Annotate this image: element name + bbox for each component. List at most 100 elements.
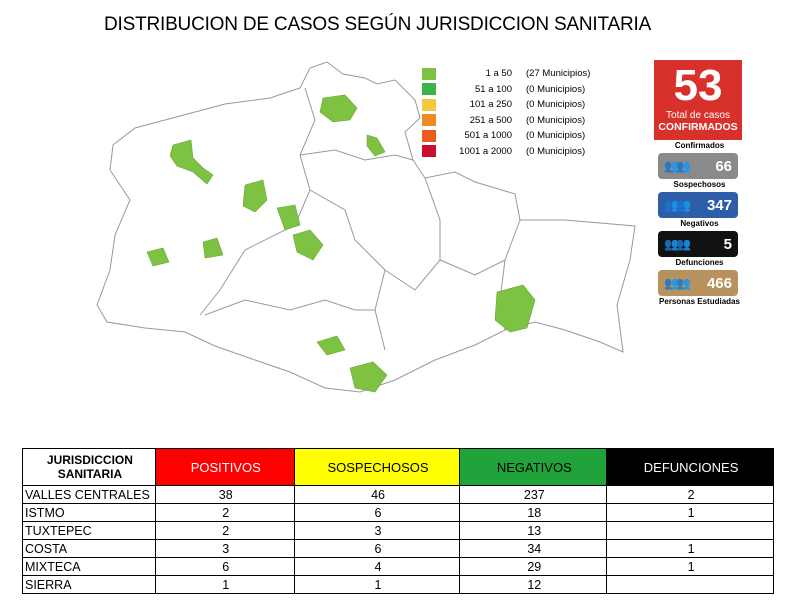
municipio-2	[366, 134, 386, 157]
legend-municipios: (0 Municipios)	[526, 130, 586, 142]
people-icon: 👥👥	[664, 276, 691, 290]
municipio-4	[242, 179, 268, 213]
sospechosos-caption: Sospechosos	[673, 180, 726, 189]
confirmed-total-box: 53 Total de casos CONFIRMADOS	[654, 60, 742, 140]
cell-positivos: 2	[154, 521, 295, 540]
people-icon: 👥👥	[664, 237, 691, 251]
cell-positivos: 2	[154, 503, 295, 522]
confirmed-label: CONFIRMADOS	[658, 121, 738, 133]
legend-municipios: (27 Municipios)	[526, 68, 591, 80]
municipio-9	[494, 284, 536, 333]
legend-municipios: (0 Municipios)	[526, 99, 586, 111]
estudiadas-caption: Personas Estudiadas	[659, 297, 740, 306]
cell-sospechosos: 3	[293, 521, 461, 540]
legend-range: 1 a 50	[485, 68, 512, 80]
municipio-3	[169, 139, 214, 185]
municipio-6	[292, 229, 324, 261]
defunciones-value: 5	[723, 235, 732, 253]
municipio-10	[316, 335, 346, 356]
sospechosos-badge: 👥👥 66	[658, 153, 738, 179]
cell-defunciones: 2	[606, 485, 774, 504]
cell-name: SIERRA	[22, 575, 156, 594]
confirmed-total: 53	[673, 61, 723, 110]
table-header-row: JURISDICCION SANITARIA POSITIVOS SOSPECH…	[22, 448, 774, 486]
legend-item: 1 a 50 (27 Municipios)	[422, 66, 617, 82]
cell-positivos: 38	[154, 485, 295, 504]
sospechosos-value: 66	[715, 157, 732, 175]
cell-defunciones: 1	[606, 503, 774, 522]
negativos-caption: Negativos	[680, 219, 719, 228]
page-title: DISTRIBUCION DE CASOS SEGÚN JURISDICCION…	[104, 14, 652, 35]
legend-swatch	[422, 98, 436, 111]
legend-swatch	[422, 67, 436, 80]
table-row: MIXTECA 6 4 29 1	[22, 557, 774, 576]
people-icon: 👥👥	[664, 198, 691, 212]
map-boundary-6	[439, 259, 506, 276]
estudiadas-value: 466	[706, 274, 732, 292]
cell-sospechosos: 6	[293, 503, 461, 522]
header-positivos: POSITIVOS	[154, 448, 295, 486]
negativos-badge: 👥👥 347	[658, 192, 738, 218]
header-jurisdiccion: JURISDICCION SANITARIA	[22, 448, 156, 486]
legend-item: 1001 a 2000 (0 Municipios)	[422, 144, 617, 160]
cell-name: MIXTECA	[22, 557, 156, 576]
header-sospechosos: SOSPECHOSOS	[293, 448, 461, 486]
municipio-7	[202, 237, 224, 259]
cell-defunciones	[606, 575, 774, 594]
header-defunciones: DEFUNCIONES	[606, 448, 774, 486]
legend-item: 101 a 250 (0 Municipios)	[422, 97, 617, 113]
legend-range: 1001 a 2000	[459, 145, 512, 157]
map-boundary-2	[309, 189, 386, 351]
header-negativos: NEGATIVOS	[459, 448, 608, 486]
legend-swatch	[422, 83, 436, 96]
table-row: VALLES CENTRALES 38 46 237 2	[22, 485, 774, 504]
cell-negativos: 34	[459, 539, 608, 558]
cell-defunciones: 1	[606, 557, 774, 576]
cell-sospechosos: 46	[293, 485, 461, 504]
map-legend: 1 a 50 (27 Municipios) 51 a 100 (0 Munic…	[422, 66, 617, 159]
municipio-5	[276, 204, 301, 231]
map-boundary-1	[199, 87, 316, 316]
cell-name: VALLES CENTRALES	[22, 485, 156, 504]
table-row: TUXTEPEC 2 3 13	[22, 521, 774, 540]
cell-name: TUXTEPEC	[22, 521, 156, 540]
cell-sospechosos: 1	[293, 575, 461, 594]
cell-positivos: 3	[154, 539, 295, 558]
cell-negativos: 13	[459, 521, 608, 540]
defunciones-badge: 👥👥 5	[658, 231, 738, 257]
legend-range: 501 a 1000	[464, 130, 512, 142]
table-row: ISTMO 2 6 18 1	[22, 503, 774, 522]
cell-name: ISTMO	[22, 503, 156, 522]
cell-positivos: 1	[154, 575, 295, 594]
map-boundary-7	[299, 149, 414, 161]
cell-negativos: 237	[459, 485, 608, 504]
defunciones-caption: Defunciones	[675, 258, 724, 267]
municipio-11	[349, 361, 388, 393]
estudiadas-badge: 👥👥 466	[658, 270, 738, 296]
municipio-8	[146, 247, 170, 267]
oaxaca-map	[96, 61, 636, 393]
map-boundary-5	[204, 299, 375, 316]
legend-range: 51 a 100	[475, 83, 512, 95]
summary-panel: 53 Total de casos CONFIRMADOS Confirmado…	[652, 60, 752, 306]
jurisdiction-table: JURISDICCION SANITARIA POSITIVOS SOSPECH…	[22, 448, 774, 594]
municipio-1	[319, 94, 358, 123]
cell-positivos: 6	[154, 557, 295, 576]
legend-item: 501 a 1000 (0 Municipios)	[422, 128, 617, 144]
legend-municipios: (0 Municipios)	[526, 83, 586, 95]
cell-name: COSTA	[22, 539, 156, 558]
legend-item: 251 a 500 (0 Municipios)	[422, 113, 617, 129]
legend-swatch	[422, 114, 436, 127]
table-row: COSTA 3 6 34 1	[22, 539, 774, 558]
legend-range: 101 a 250	[469, 99, 512, 111]
people-icon: 👥👥	[664, 159, 691, 173]
negativos-value: 347	[706, 196, 732, 214]
cell-negativos: 29	[459, 557, 608, 576]
cell-defunciones	[606, 521, 774, 540]
cell-sospechosos: 6	[293, 539, 461, 558]
cell-negativos: 12	[459, 575, 608, 594]
legend-swatch	[422, 145, 436, 158]
legend-municipios: (0 Municipios)	[526, 114, 586, 126]
legend-municipios: (0 Municipios)	[526, 145, 586, 157]
confirmed-caption: Confirmados	[674, 141, 725, 150]
